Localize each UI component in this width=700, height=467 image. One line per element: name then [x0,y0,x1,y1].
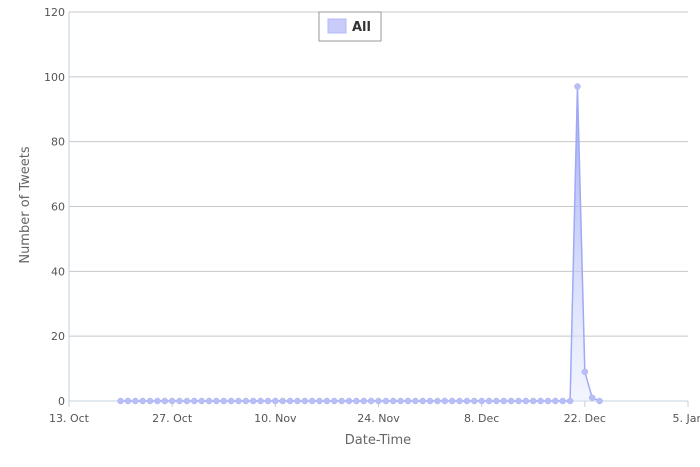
data-point-58[interactable] [544,397,552,405]
data-point-18[interactable] [249,397,257,405]
y-tick-label-120: 120 [44,6,65,19]
data-point-17[interactable] [242,397,250,405]
data-point-41[interactable] [419,397,426,405]
data-point-59[interactable] [552,397,559,405]
data-point-63[interactable] [581,368,589,376]
data-point-61[interactable] [566,397,574,405]
data-point-36[interactable] [382,397,390,405]
data-point-27[interactable] [316,397,323,405]
x-axis: 13. Oct 27. Oct 10. Nov 24. Nov 8. Dec 22. De… [49,400,700,425]
legend-label: All [352,20,371,35]
x-tick-label-5: 22. Dec [564,412,606,425]
data-point-0[interactable] [117,397,124,405]
data-point-38[interactable] [397,397,404,405]
series-line [120,86,600,402]
y-tick-label-0: 0 [58,395,65,408]
data-point-57[interactable] [537,397,544,405]
data-point-49[interactable] [478,397,485,405]
data-point-9[interactable] [183,397,191,405]
data-point-6[interactable] [161,397,169,405]
data-point-47[interactable] [463,397,471,405]
data-point-40[interactable] [412,397,419,405]
data-point-54[interactable] [515,397,522,405]
data-point-56[interactable] [530,397,537,405]
data-point-32[interactable] [353,397,360,405]
y-tick-label-100: 100 [44,71,65,84]
data-point-53[interactable] [507,397,515,405]
data-point-55[interactable] [522,397,530,405]
data-point-24[interactable] [294,397,301,405]
x-tick-label-0: 13. Oct [49,412,90,425]
data-point-60[interactable] [559,397,566,405]
y-axis-title: Number of Tweets [18,146,33,264]
y-tick-label-60: 60 [51,201,65,214]
series-all [117,83,603,405]
data-point-37[interactable] [389,397,397,405]
data-point-29[interactable] [331,397,338,405]
x-tick-label-4: 8. Dec [464,412,499,425]
data-point-52[interactable] [500,397,508,405]
data-point-44[interactable] [441,397,449,405]
data-point-64[interactable] [588,394,596,402]
data-point-42[interactable] [426,397,434,405]
legend-swatch [327,18,347,34]
data-point-62[interactable] [574,83,581,90]
data-point-43[interactable] [434,397,441,405]
data-point-12[interactable] [205,397,213,405]
data-point-8[interactable] [176,397,183,405]
x-tick-label-3: 24. Nov [357,412,400,425]
data-point-21[interactable] [272,397,279,405]
data-point-20[interactable] [264,397,272,405]
data-point-65[interactable] [596,397,603,405]
y-tick-label-20: 20 [51,330,65,343]
data-point-45[interactable] [448,397,456,405]
x-tick-label-2: 10. Nov [254,412,297,425]
x-axis-title: Date-Time [345,433,411,448]
data-point-5[interactable] [154,397,161,405]
data-point-50[interactable] [485,397,493,405]
data-point-51[interactable] [493,397,500,405]
grid-lines [69,11,688,402]
data-point-2[interactable] [132,397,139,405]
data-point-16[interactable] [235,397,242,405]
data-point-11[interactable] [198,397,205,405]
x-tick-label-1: 27. Oct [152,412,193,425]
y-axis: 0 20 40 60 80 100 120 [44,6,70,408]
x-tick-label-6: 5. Jan [673,412,700,425]
data-point-15[interactable] [227,397,235,405]
data-point-1[interactable] [124,397,132,405]
data-point-35[interactable] [375,397,382,405]
data-point-33[interactable] [360,397,368,405]
data-point-39[interactable] [404,397,412,405]
data-point-34[interactable] [367,397,375,405]
data-point-31[interactable] [345,397,353,405]
data-point-25[interactable] [301,397,309,405]
data-point-14[interactable] [220,397,227,405]
series-area-fill [120,86,600,401]
data-point-48[interactable] [471,397,478,405]
data-point-19[interactable] [257,397,264,405]
y-tick-label-40: 40 [51,265,65,278]
data-point-46[interactable] [456,397,463,405]
data-point-22[interactable] [279,397,286,405]
data-point-30[interactable] [338,397,345,405]
y-tick-label-80: 80 [51,136,65,149]
data-point-4[interactable] [146,397,154,405]
data-point-26[interactable] [308,397,316,405]
data-point-28[interactable] [323,397,331,405]
data-point-23[interactable] [286,397,294,405]
data-point-3[interactable] [139,397,146,405]
legend[interactable]: All [318,11,382,42]
data-point-13[interactable] [213,397,220,405]
data-point-7[interactable] [168,397,176,405]
data-point-10[interactable] [191,397,198,405]
